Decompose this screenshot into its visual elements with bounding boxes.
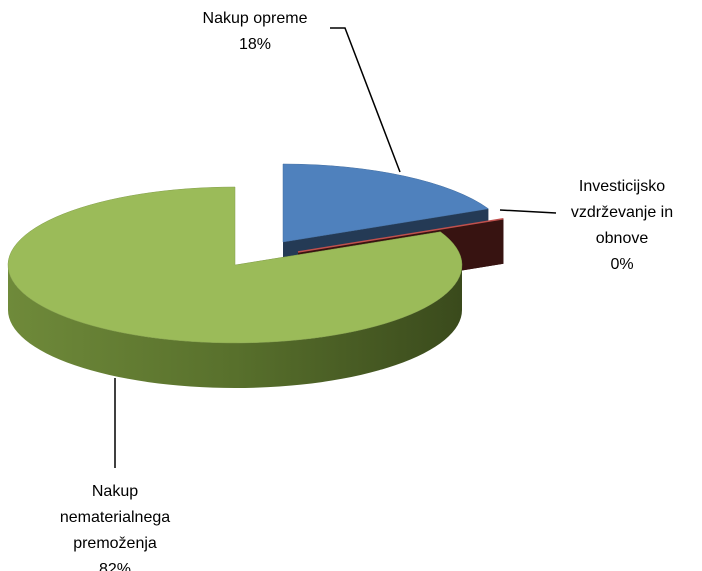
slice-top <box>282 163 490 243</box>
slice-top <box>7 186 463 344</box>
slice-top <box>297 218 504 253</box>
category-label: Nakup nematerialnega premoženja <box>59 483 171 552</box>
leader-line <box>499 209 557 214</box>
slice-label: Investicijsko vzdrževanje in obnove 0% <box>552 174 692 278</box>
slice-wall <box>8 265 462 388</box>
value-label: 0% <box>610 256 634 273</box>
slices <box>7 163 504 388</box>
slice-label: Nakup nematerialnega premoženja 82% <box>50 479 180 571</box>
slice-label: Nakup opreme 18% <box>175 6 335 58</box>
value-label: 18% <box>238 36 272 53</box>
category-label: Nakup opreme <box>202 10 308 27</box>
value-label: 82% <box>98 561 132 571</box>
category-label: Investicijsko vzdrževanje in obnove <box>570 178 674 247</box>
leader-line <box>330 27 401 173</box>
